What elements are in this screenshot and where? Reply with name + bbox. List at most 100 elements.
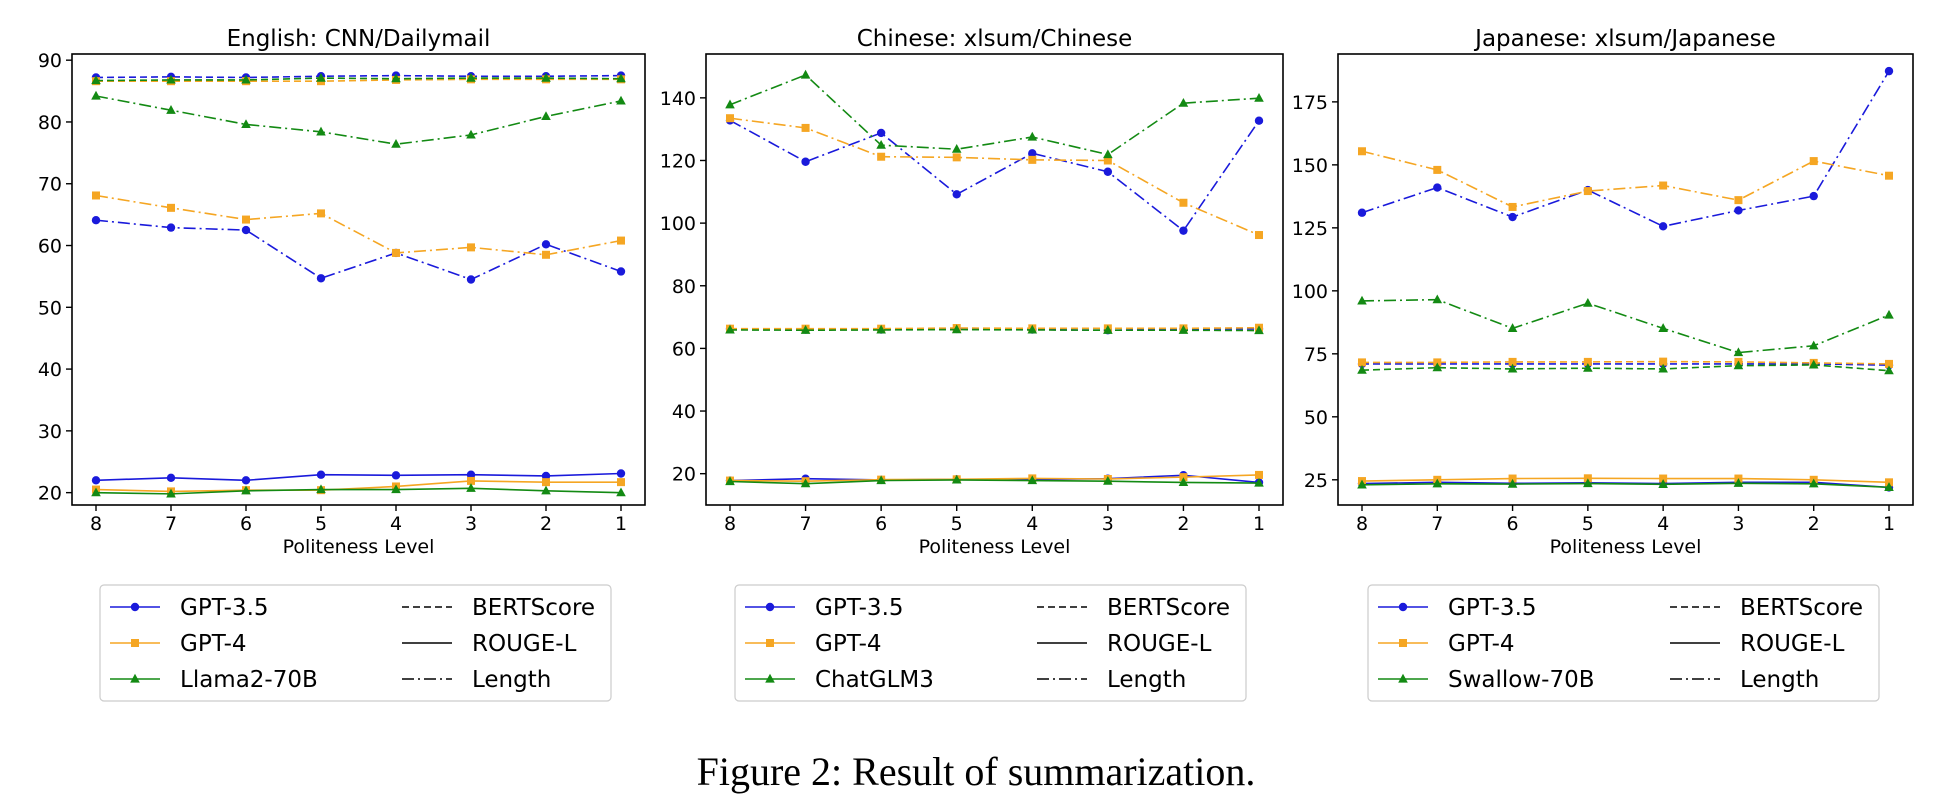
y-tick-label: 50 [1304, 407, 1328, 429]
data-point [1357, 208, 1367, 217]
chart-title: Japanese: xlsum/Japanese [1473, 26, 1776, 52]
series-line [95, 487, 622, 495]
chart-panel-1: English: CNN/Dailymail 20 30 40 50 60 70 80 90 8 7… [38, 26, 646, 702]
series-line [729, 117, 1260, 236]
data-point [241, 476, 251, 485]
series-gpt-4-length [1358, 147, 1893, 211]
legend-label: Length [1740, 667, 1819, 693]
x-tick-label: 4 [1657, 513, 1669, 535]
data-point [541, 240, 551, 249]
y-tick-label: 90 [38, 50, 62, 72]
series-line [1361, 298, 1890, 354]
data-point [1028, 149, 1037, 158]
y-tick-label: 25 [1304, 470, 1328, 492]
x-tick-label: 2 [1808, 513, 1820, 535]
data-point [241, 119, 251, 129]
data-point [316, 126, 326, 136]
data-point [1103, 325, 1113, 334]
data-point [166, 105, 176, 114]
y-tick-label: 60 [38, 236, 62, 258]
data-point [1507, 323, 1518, 332]
data-point [391, 484, 401, 494]
data-point [1659, 474, 1668, 483]
y-tick-label: 50 [38, 297, 62, 319]
data-point [1885, 171, 1893, 180]
legend-label: Length [1107, 667, 1186, 693]
data-point [1809, 191, 1818, 201]
legend-label: GPT-4 [815, 631, 882, 657]
data-point [241, 485, 251, 495]
y-tick-label: 100 [660, 213, 696, 235]
data-point [1178, 97, 1189, 107]
data-point [1433, 183, 1442, 192]
legend-label: BERTScore [472, 595, 595, 621]
series-line [1361, 150, 1890, 208]
data-point [1178, 477, 1189, 487]
series-llama2-70b-length [91, 90, 626, 148]
data-point [1255, 231, 1263, 240]
data-point [1809, 157, 1818, 166]
y-tick-label: 60 [672, 338, 696, 360]
legend-marker [765, 673, 775, 683]
data-point [1583, 187, 1592, 196]
data-point [1507, 363, 1518, 373]
legend-marker [130, 673, 140, 683]
data-point [951, 144, 962, 153]
data-point [617, 478, 625, 487]
y-tick-label: 80 [38, 112, 62, 134]
legend-marker [1398, 673, 1408, 683]
legend: GPT-3.5 GPT-4 ChatGLM3 BERTScore ROUGE-L Leng… [734, 584, 1247, 702]
x-tick-label: 1 [615, 513, 627, 535]
legend-label: Swallow-70B [1448, 667, 1595, 693]
x-axis-label: Politeness Level [1550, 536, 1702, 558]
x-tick-label: 2 [1177, 513, 1189, 535]
data-point [1658, 222, 1668, 231]
y-tick-label: 100 [1292, 281, 1328, 303]
legend-marker [1398, 602, 1408, 612]
series-line [95, 472, 622, 482]
data-point [91, 215, 101, 225]
chart-title: Chinese: xlsum/Chinese [857, 26, 1133, 52]
data-point [542, 478, 550, 487]
data-point [1884, 365, 1894, 375]
x-tick-label: 1 [1253, 513, 1265, 535]
data-point [391, 139, 401, 148]
legend-box [99, 584, 612, 702]
data-point [242, 215, 250, 224]
data-point [467, 243, 475, 252]
data-point [1357, 479, 1367, 489]
data-point [466, 483, 476, 492]
data-point [1358, 147, 1366, 156]
legend-label: GPT-3.5 [1448, 595, 1537, 621]
y-tick-label: 20 [672, 464, 696, 486]
series-line [95, 95, 622, 146]
y-tick-label: 175 [1292, 92, 1328, 114]
data-point [1255, 470, 1263, 479]
y-tick-label: 120 [660, 150, 696, 172]
data-point [1583, 362, 1593, 372]
data-point [1027, 131, 1038, 141]
series-line [729, 74, 1260, 156]
series-gpt-4-length [726, 114, 1263, 240]
data-point [951, 324, 962, 334]
data-point [1508, 202, 1517, 211]
data-point [91, 90, 101, 100]
y-tick-label: 20 [38, 483, 62, 505]
data-point [725, 476, 735, 486]
data-point [1433, 165, 1442, 174]
series-chatglm3-rouge-l [725, 474, 1264, 488]
x-tick-label: 4 [1026, 513, 1038, 535]
data-point [1254, 477, 1264, 487]
x-tick-label: 7 [800, 513, 812, 535]
data-point [1583, 357, 1592, 366]
legend-label: ROUGE-L [1740, 631, 1845, 657]
data-point [392, 248, 400, 257]
series-line [729, 474, 1260, 482]
legend-label: Llama2-70B [180, 667, 318, 693]
x-tick-label: 3 [1102, 513, 1114, 535]
x-tick-label: 8 [724, 513, 736, 535]
data-point [542, 250, 550, 259]
data-point [1254, 116, 1264, 125]
data-point [92, 191, 100, 200]
